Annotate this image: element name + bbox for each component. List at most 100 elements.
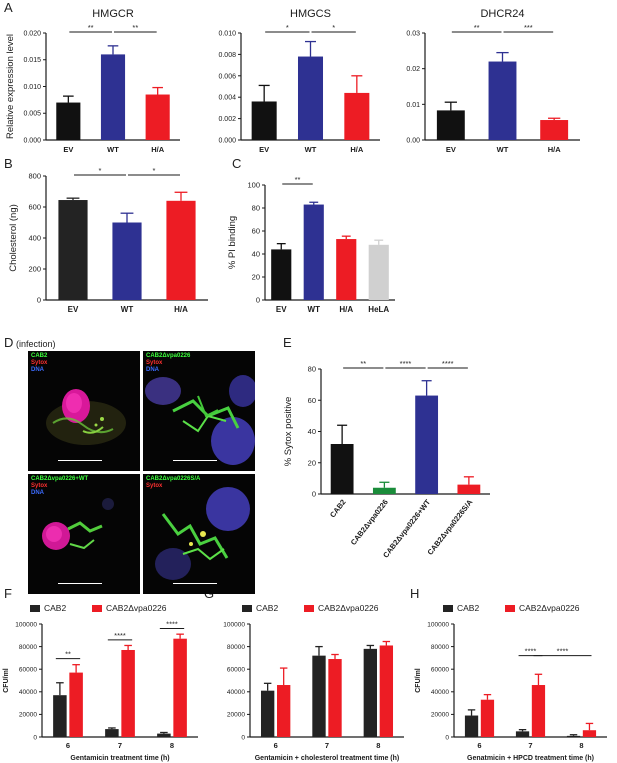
bar [173,638,187,737]
bar [271,249,292,300]
scale-bar [173,582,217,584]
legend-line: Sytox [146,483,163,489]
y-axis-label: CFU/ml [3,668,10,693]
y-tick-label: 80000 [431,644,449,651]
panel-label-b: B [4,156,13,171]
bar [297,56,324,140]
x-tick-label: 8 [579,741,583,750]
x-tick-label: WT [308,305,321,314]
y-tick-label: 100000 [427,621,449,628]
significance-label: ** [360,359,366,368]
y-axis-label: % PI binding [227,216,238,269]
micrograph-cab2-vpa0226-sa: CAB2Δvpa0226S/A Sytox [143,474,255,594]
bar [58,200,88,300]
x-tick-label: 7 [325,741,329,750]
bar [464,715,479,737]
legend-swatch [304,605,314,612]
x-tick-label: EV [259,145,269,154]
legend-label: CAB2 [44,603,66,613]
y-tick-label: 40 [252,250,260,259]
y-tick-label: 0.010 [218,30,236,37]
legend-line: CAB2Δvpa0226 [146,353,191,359]
legend-line: CAB2Δvpa0226+WT [31,476,89,482]
micrograph-cab2: CAB2 Sytox DNA [28,351,140,471]
bar [436,110,465,140]
legend-label: CAB2 [256,603,278,613]
y-axis-label: Relative expression level [5,34,16,139]
legend-swatch [505,605,515,612]
y-tick-label: 60000 [227,666,245,673]
y-tick-label: 0.004 [218,95,236,102]
y-tick-label: 0.002 [218,116,236,123]
y-tick-label: 0.000 [23,137,41,144]
micrograph-cab2-image [46,389,126,445]
bar [145,94,170,140]
legend-line: Sytox [31,360,48,366]
micrograph-cab2-vpa0226-image [145,375,255,465]
significance-label: **** [525,647,537,656]
y-tick-label: 80 [252,204,260,213]
micrograph-cab2-vpa0226-sa-image [155,487,250,580]
chart-b: 0 200 400 600 800 Cholesterol (ng) EV WT H/A * * [8,166,208,314]
legend-line: CAB2 [31,353,48,359]
legend-label: CAB2 [457,603,479,613]
x-tick-label: EV [446,145,456,154]
x-tick-label: H/A [548,145,562,154]
bar [100,54,126,140]
y-tick-label: 0.010 [23,84,41,91]
x-tick-label: H/A [350,145,364,154]
x-tick-label: EV [63,145,73,154]
scale-bar [173,459,217,461]
bar [166,200,196,300]
bar [277,685,291,737]
bar [515,731,530,737]
legend-line: Sytox [146,360,163,366]
x-tick-label: H/A [174,305,188,314]
y-tick-label: 0.01 [406,102,420,109]
y-tick-label: 0.00 [406,137,420,144]
panel-label-e: E [283,335,292,350]
legend-label: CAB2Δvpa0226 [318,603,379,613]
x-axis-label: Gentamicin treatment time (h) [70,755,169,762]
y-axis-label: CFU/ml [415,668,422,693]
micrograph-cab2-vpa0226-wt: CAB2Δvpa0226+WT Sytox DNA [28,474,140,594]
y-tick-label: 0.000 [218,137,236,144]
y-tick-label: 0 [33,734,37,741]
y-tick-label: 40000 [19,689,37,696]
bar [372,487,396,494]
bar [260,690,275,737]
y-tick-label: 0.015 [23,57,41,64]
x-tick-label: 6 [66,741,70,750]
bar [121,649,135,737]
legend-swatch [92,605,102,612]
x-tick-label: 8 [376,741,380,750]
panel-d-subtitle: (infection) [16,339,56,349]
micrograph-cab2-vpa0226-wt-image [42,498,114,550]
significance-label: *** [524,23,533,32]
micrograph-cab2-vpa0226-legend: CAB2Δvpa0226 Sytox DNA [146,353,190,374]
x-tick-label: WT [305,145,317,154]
y-tick-label: 20000 [19,712,37,719]
legend-line: Sytox [31,483,48,489]
y-axis-label: Cholesterol (ng) [8,204,19,272]
micrograph-cab2-legend: CAB2 Sytox DNA [31,353,47,374]
y-tick-label: 0.020 [23,30,41,37]
bar [56,102,81,140]
y-tick-label: 60 [252,227,260,236]
bar [344,92,370,140]
significance-label: * [286,23,289,32]
significance-label: **** [557,647,569,656]
chart-c: 0 20 40 60 80 100 % PI binding EV WT H/A HeLA ** [227,175,395,314]
significance-label: **** [442,359,454,368]
scale-bar [58,582,102,584]
bar [540,120,569,140]
bar [582,730,597,737]
legend-line: DNA [146,367,159,373]
x-axis-label: Genatmicin + HPCD treatment time (h) [467,755,594,762]
bar [363,648,377,737]
y-tick-label: 0 [256,296,260,305]
significance-label: * [99,166,102,175]
y-tick-label: 40000 [431,689,449,696]
